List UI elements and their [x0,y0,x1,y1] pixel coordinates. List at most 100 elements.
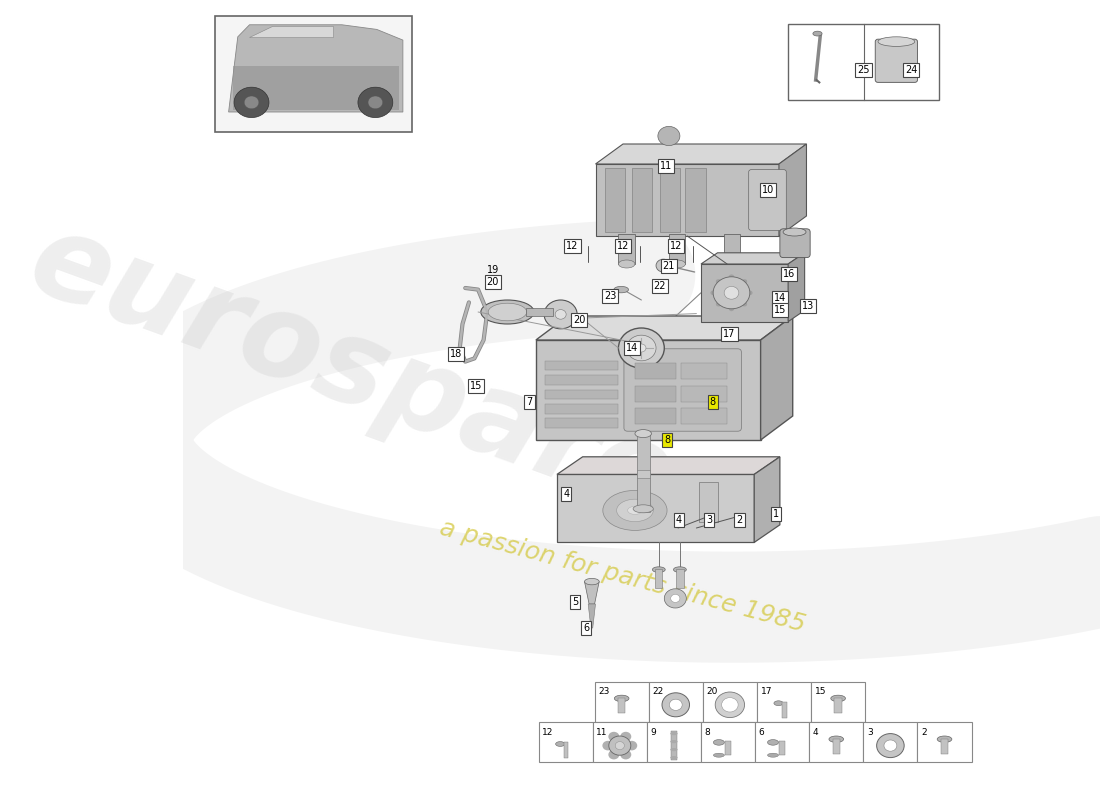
Bar [724,234,740,264]
Text: 13: 13 [802,301,814,310]
Circle shape [556,310,566,319]
Text: 20: 20 [573,315,585,325]
Circle shape [603,741,614,750]
Circle shape [715,692,745,718]
Text: 12: 12 [670,242,682,251]
Bar [605,168,625,232]
Bar [681,386,727,402]
Ellipse shape [614,695,629,702]
Ellipse shape [670,732,678,735]
Text: a passion for parts since 1985: a passion for parts since 1985 [438,515,808,637]
Text: eurospares: eurospares [14,202,755,566]
Text: 11: 11 [596,728,608,737]
Text: 1: 1 [773,509,779,518]
Text: 6: 6 [759,728,764,737]
Bar [681,363,727,379]
Ellipse shape [716,299,724,306]
Ellipse shape [481,300,534,324]
Bar [649,682,703,722]
Ellipse shape [739,299,747,306]
FancyBboxPatch shape [749,170,786,230]
Ellipse shape [556,742,564,746]
Bar [546,404,618,414]
Text: 12: 12 [617,242,629,251]
Text: 18: 18 [450,349,462,358]
Bar [635,363,676,379]
Text: 12: 12 [542,728,553,737]
Text: 14: 14 [626,343,638,353]
Bar [539,722,593,762]
Ellipse shape [878,37,915,46]
Ellipse shape [728,274,735,282]
Bar [546,375,618,385]
Text: 8: 8 [664,435,670,445]
Ellipse shape [617,499,653,522]
Bar [703,682,757,722]
Bar [660,168,680,232]
Text: 4: 4 [675,515,682,525]
Circle shape [877,734,904,758]
Ellipse shape [716,279,724,286]
Text: 16: 16 [783,269,795,278]
Bar [755,722,810,762]
Circle shape [658,126,680,146]
Ellipse shape [488,303,527,321]
Circle shape [662,693,690,717]
Ellipse shape [670,740,678,743]
Text: 17: 17 [760,687,772,696]
Text: 9: 9 [650,728,657,737]
Polygon shape [595,144,806,164]
Bar [835,698,842,713]
Ellipse shape [670,748,678,751]
Bar [546,418,618,428]
Bar [685,168,705,232]
Polygon shape [760,316,793,440]
Circle shape [544,300,578,329]
Ellipse shape [829,736,844,742]
Polygon shape [557,457,780,474]
Text: 20: 20 [486,277,499,286]
Ellipse shape [783,228,806,236]
Bar [526,308,553,316]
Ellipse shape [768,739,779,746]
Ellipse shape [628,506,642,514]
Text: 14: 14 [773,293,786,302]
Bar [647,722,701,762]
Text: 8: 8 [710,397,716,406]
Bar [810,722,864,762]
Ellipse shape [603,490,667,530]
Ellipse shape [584,578,600,585]
Text: 4: 4 [563,490,569,499]
Circle shape [656,259,671,272]
Ellipse shape [711,290,719,296]
Text: 15: 15 [773,306,786,315]
Bar [917,722,971,762]
Bar [635,408,676,424]
Text: 22: 22 [652,687,663,696]
Text: 22: 22 [653,282,666,291]
Circle shape [234,87,270,118]
Polygon shape [701,253,804,264]
Circle shape [615,742,625,750]
Circle shape [664,589,686,608]
Text: 10: 10 [762,186,774,195]
Text: 23: 23 [598,687,609,696]
Text: 5: 5 [572,597,579,606]
Bar [676,569,683,588]
Circle shape [637,344,646,352]
Text: 11: 11 [660,162,672,171]
Bar [656,569,662,588]
Circle shape [608,732,619,742]
Bar [214,16,412,132]
Bar [637,432,650,512]
Bar [557,474,755,542]
Circle shape [618,328,664,368]
Bar [546,361,618,370]
Ellipse shape [618,260,635,268]
FancyBboxPatch shape [876,39,917,82]
Circle shape [671,594,680,602]
Circle shape [627,335,656,361]
Bar [788,24,939,100]
Bar [536,340,760,440]
FancyBboxPatch shape [624,349,741,431]
